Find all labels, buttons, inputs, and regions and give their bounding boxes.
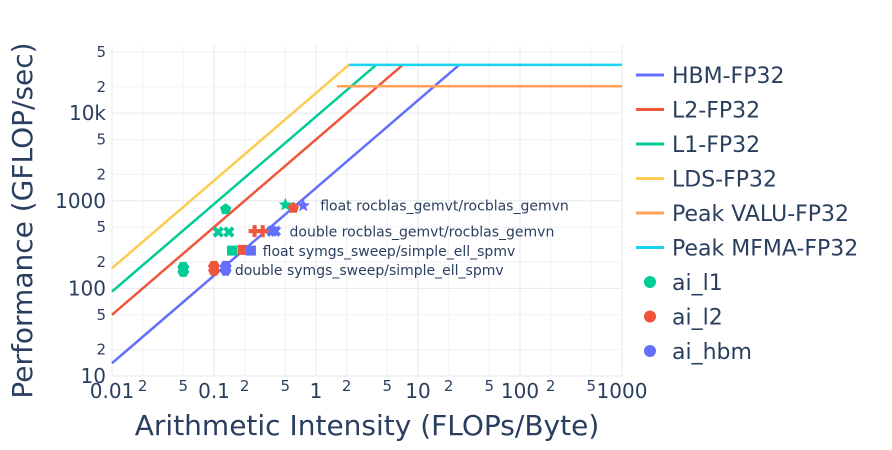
y-axis-title: Performance (GFLOP/sec)	[6, 42, 39, 398]
marker-ai-l2-pentagon	[287, 201, 300, 213]
legend-swatch-marker	[644, 345, 656, 357]
marker-ai-l1-square	[226, 245, 237, 256]
legend-swatch-marker	[644, 276, 656, 288]
y-tick-label: 1000	[55, 189, 106, 213]
legend-label: ai_l2	[672, 306, 723, 331]
x-minor-tick-label: 2	[444, 377, 454, 395]
x-tick-label: 0.01	[90, 379, 135, 403]
legend-label: LDS-FP32	[672, 168, 777, 193]
y-tick-label: 10k	[69, 101, 106, 125]
y-minor-tick-label: 2	[96, 253, 106, 271]
x-tick-label: 1	[310, 379, 323, 403]
roofline-lines	[111, 63, 622, 365]
marker-ai-l2-hexagon	[208, 260, 220, 272]
y-minor-tick-label: 2	[96, 341, 106, 359]
y-tick-label: 10	[81, 364, 106, 388]
legend-label: L1-FP32	[672, 133, 760, 158]
marker-ai-l2-square	[237, 244, 248, 255]
x-minor-tick-label: 5	[383, 377, 393, 395]
series-line-l2-fp32	[111, 63, 404, 316]
x-tick-label: 10	[405, 379, 430, 403]
legend-label: Peak VALU-FP32	[672, 202, 849, 227]
axis-ticks: 0.01 0.1 1 10 100 1000 2 5 2 5 2 5 2 5 2 5 10 100 1000 10k 2…	[55, 43, 647, 403]
marker-ai-l2-cross	[248, 225, 261, 238]
x-minor-tick-label: 5	[179, 377, 189, 395]
legend-label: HBM-FP32	[672, 64, 784, 89]
y-minor-tick-label: 5	[96, 218, 106, 236]
marker-ai-hbm-star	[296, 198, 310, 212]
x-axis-title: Arithmetic Intensity (FLOPs/Byte)	[135, 409, 600, 442]
y-tick-label: 100	[68, 276, 106, 300]
x-minor-tick-label: 5	[587, 377, 597, 395]
grid	[111, 45, 623, 377]
annotations: float rocblas_gemvt/rocblas_gemvndouble …	[235, 199, 569, 279]
marker-ai-hbm-hexagon	[219, 260, 232, 272]
point-annotation: float rocblas_gemvt/rocblas_gemvn	[320, 199, 569, 215]
series-line-l1-fp32	[111, 63, 378, 293]
legend-label: Peak MFMA-FP32	[672, 237, 858, 262]
x-tick-label: 0.1	[198, 379, 230, 403]
legend-label: ai_hbm	[672, 340, 752, 365]
x-minor-tick-label: 2	[546, 377, 556, 395]
series-line-hbm-fp32	[111, 63, 461, 365]
legend: HBM-FP32 L2-FP32 L1-FP32 LDS-FP32 Peak VALU-…	[636, 64, 858, 365]
x-minor-tick-label: 5	[485, 377, 495, 395]
point-annotation: float symgs_sweep/simple_ell_spmv	[263, 244, 516, 260]
x-minor-tick-label: 5	[281, 377, 291, 395]
x-tick-label: 1000	[597, 379, 648, 403]
marker-ai-hbm-square	[245, 245, 256, 256]
legend-label: ai_l1	[672, 271, 723, 296]
x-minor-tick-label: 2	[138, 377, 148, 395]
point-annotation: double symgs_sweep/simple_ell_spmv	[235, 263, 504, 279]
data-markers	[177, 197, 310, 277]
series-line-lds-fp32	[111, 63, 350, 270]
y-minor-tick-label: 2	[96, 78, 106, 96]
legend-swatch-marker	[644, 310, 656, 323]
marker-ai-hbm-x	[269, 225, 282, 237]
x-minor-tick-label: 2	[342, 377, 352, 395]
y-minor-tick-label: 5	[96, 131, 106, 149]
y-minor-tick-label: 5	[96, 306, 106, 324]
legend-label: L2-FP32	[672, 99, 760, 124]
x-tick-label: 100	[501, 379, 539, 403]
marker-ai-l1-x	[212, 226, 224, 238]
y-minor-tick-label: 2	[96, 165, 106, 183]
marker-ai-l1-pentagon	[219, 203, 232, 215]
marker-ai-l1-hexagon	[177, 261, 190, 273]
x-minor-tick-label: 2	[240, 377, 250, 395]
marker-ai-l1-x	[223, 226, 235, 238]
y-minor-tick-label: 5	[96, 43, 106, 61]
point-annotation: double rocblas_gemvt/rocblas_gemvn	[290, 225, 555, 241]
marker-ai-l2-cross	[256, 225, 269, 238]
